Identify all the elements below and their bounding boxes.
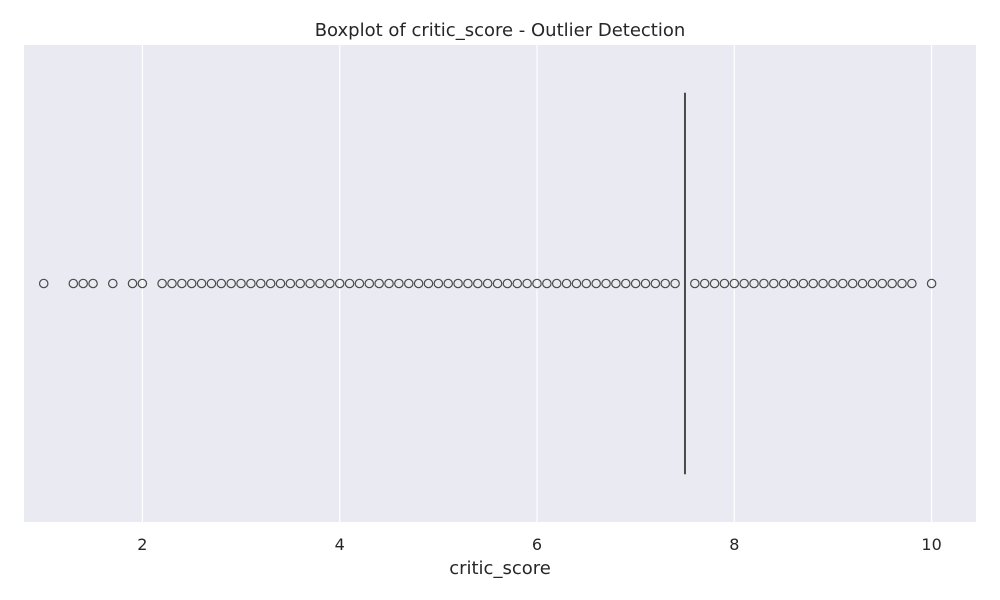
outlier-point [334,278,345,289]
outlier-point [571,278,582,289]
outlier-point [690,278,700,289]
outlier-point [640,278,651,289]
outlier-point [473,278,483,289]
outlier-point [78,278,88,289]
outlier-point [788,278,799,289]
outlier-point [88,278,98,289]
outlier-point [482,278,493,289]
outlier-point [374,278,384,289]
outlier-point [699,278,710,289]
x-tick-label: 6 [532,535,542,554]
outlier-point [808,278,819,289]
outlier-point [630,278,641,289]
outlier-point [867,278,878,289]
outlier-point [157,278,167,289]
outlier-point [542,278,552,289]
chart-title: Boxplot of critic_score - Outlier Detect… [315,20,686,41]
x-axis-label: critic_score [449,558,551,579]
outlier-point [847,278,858,289]
outlier-point [354,278,365,289]
outlier-point [838,278,848,289]
outlier-point [107,278,118,289]
outlier-point [137,278,148,289]
outlier-point [907,278,917,289]
outlier-point [275,278,286,289]
outlier-point [443,278,454,289]
outlier-point [315,278,325,289]
outlier-point [897,278,907,289]
outlier-point [729,278,740,289]
outlier-point [561,278,572,289]
outlier-point [216,278,227,289]
outlier-point [798,278,809,289]
outlier-point [413,278,424,289]
outlier-point [394,278,404,289]
outlier-point [709,278,720,289]
outlier-point [364,278,375,289]
outlier-point [186,278,197,289]
outlier-point [828,278,838,289]
outlier-point [818,278,828,289]
outlier-point [739,278,749,289]
outlier-point [670,278,680,289]
outlier-point [246,278,256,289]
outlier-point [236,278,246,289]
outlier-point [778,278,789,289]
outlier-point [305,278,315,289]
outlier-point [719,278,730,289]
outlier-point [453,278,463,289]
outlier-point [926,278,937,289]
outlier-point [167,278,177,289]
outlier-point [502,278,513,289]
outlier-point [38,278,49,289]
outlier-point [551,278,562,289]
outlier-point [265,278,276,289]
outlier-point [384,278,394,289]
x-tick-label: 2 [137,535,147,554]
outlier-point [206,278,217,289]
outlier-point [127,278,138,289]
outlier-point [226,278,236,289]
outlier-point [857,278,868,289]
outlier-point [295,278,306,289]
outlier-point [68,278,79,289]
x-tick-label: 8 [729,535,739,554]
outlier-point [591,278,601,289]
outlier-point [620,278,631,289]
outlier-point [749,278,759,289]
outlier-point [177,278,187,289]
outlier-point [611,278,621,289]
outlier-point [492,278,503,289]
x-tick-label: 10 [921,535,941,554]
outlier-point [255,278,266,289]
outlier-point [433,278,444,289]
x-tick-label: 4 [335,535,345,554]
outlier-point [196,278,207,289]
x-tick-labels: 2 4 6 8 10 [137,535,941,554]
outlier-points [38,278,937,289]
outlier-point [660,278,671,289]
outlier-point [463,278,473,289]
outlier-point [877,278,888,289]
outlier-point [650,278,661,289]
outlier-point [522,278,532,289]
outlier-point [532,278,542,289]
outlier-point [768,278,779,289]
outlier-point [325,278,335,289]
outlier-point [423,278,434,289]
outlier-point [344,278,355,289]
outlier-point [512,278,523,289]
grid-lines [141,45,933,522]
outlier-point [601,278,611,289]
outlier-point [581,278,592,289]
outlier-point [887,278,897,289]
outlier-point [403,278,414,289]
outlier-point [285,278,296,289]
outlier-point [759,278,769,289]
